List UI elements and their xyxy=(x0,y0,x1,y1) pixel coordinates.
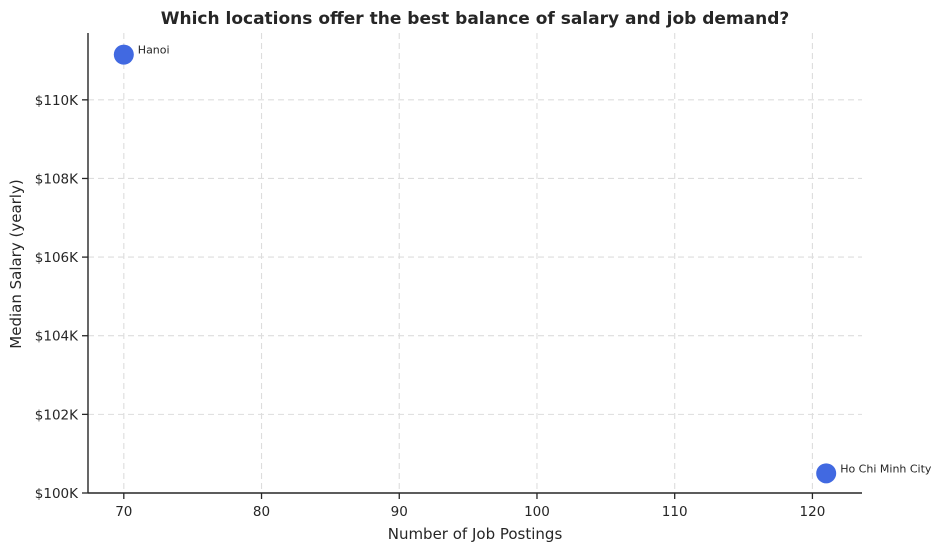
x-axis-ticks: 70 80 90 100 110 120 xyxy=(115,493,825,520)
y-tick-label: $102K xyxy=(35,407,79,423)
data-point xyxy=(816,463,837,484)
y-tick-label: $106K xyxy=(35,250,79,266)
y-axis-ticks: $100K $102K $104K $106K $108K $110K xyxy=(35,93,88,502)
x-tick-label: 110 xyxy=(662,504,688,520)
y-tick-label: $100K xyxy=(35,486,79,502)
point-labels: Hanoi Ho Chi Minh City xyxy=(138,44,932,476)
x-tick-label: 120 xyxy=(800,504,826,520)
axes xyxy=(87,33,862,494)
data-points xyxy=(113,44,837,484)
data-point xyxy=(113,44,134,65)
x-tick-label: 80 xyxy=(253,504,270,520)
x-tick-label: 70 xyxy=(115,504,132,520)
grid xyxy=(88,33,862,493)
y-tick-label: $108K xyxy=(35,171,79,187)
x-tick-label: 90 xyxy=(391,504,408,520)
data-point-label: Hanoi xyxy=(138,44,170,57)
x-tick-label: 100 xyxy=(524,504,550,520)
y-tick-label: $110K xyxy=(35,93,79,109)
chart-title: Which locations offer the best balance o… xyxy=(161,9,790,29)
x-axis-label: Number of Job Postings xyxy=(388,525,563,543)
y-axis-label: Median Salary (yearly) xyxy=(7,179,25,348)
y-tick-label: $104K xyxy=(35,329,79,345)
data-point-label: Ho Chi Minh City xyxy=(840,462,932,475)
